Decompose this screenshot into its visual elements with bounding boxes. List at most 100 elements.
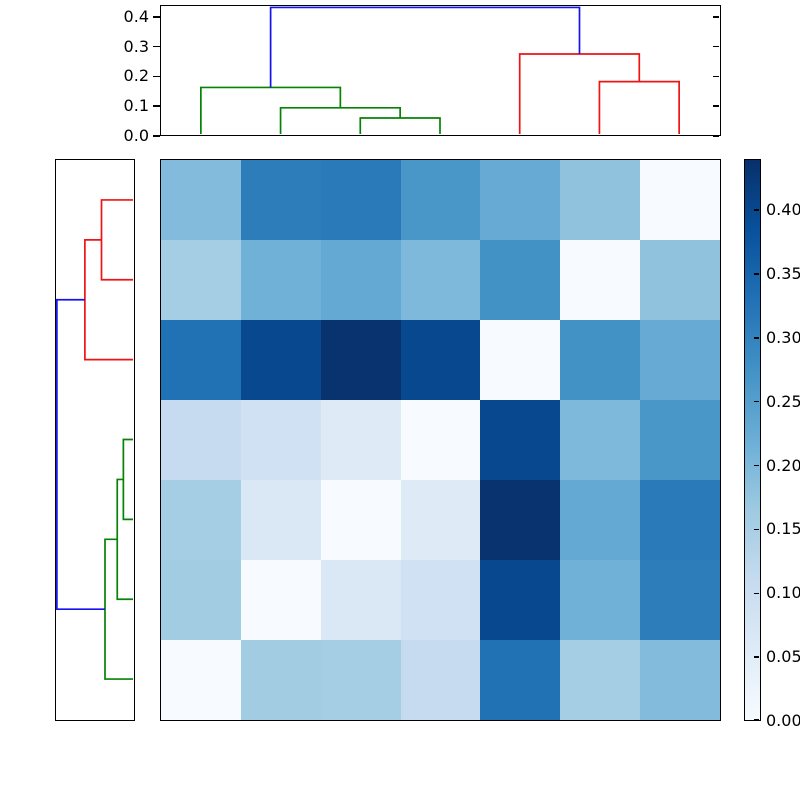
heatmap-cell xyxy=(640,480,720,560)
heatmap-cell xyxy=(640,640,720,720)
colorbar-tick-label: 0.35 xyxy=(766,263,800,283)
y-tick-mark xyxy=(153,75,160,78)
y-tick-label: 0.2 xyxy=(123,66,149,86)
y-tick-mark-right xyxy=(713,135,719,137)
heatmap-cell xyxy=(320,240,401,320)
heatmap-cell xyxy=(240,240,321,320)
heatmap-cell xyxy=(240,160,321,240)
dendrogram-link-green xyxy=(359,117,441,134)
heatmap-cell xyxy=(560,240,641,320)
heatmap-cell xyxy=(400,480,481,560)
distance-matrix-heatmap xyxy=(160,159,721,721)
colorbar xyxy=(744,159,761,721)
colorbar-tick-label: 0.05 xyxy=(766,647,800,667)
dendrogram-link-green xyxy=(104,538,133,680)
heatmap-cell xyxy=(240,560,321,640)
heatmap-cell xyxy=(560,560,641,640)
heatmap-cell xyxy=(480,560,561,640)
left-dendrogram-axes xyxy=(55,159,135,721)
heatmap-cell xyxy=(161,400,241,480)
heatmap-cell xyxy=(560,160,641,240)
dendrogram-link-green xyxy=(200,86,342,134)
heatmap-cell xyxy=(640,320,720,400)
heatmap-cell xyxy=(640,160,720,240)
heatmap-cell xyxy=(640,560,720,640)
heatmap-cell xyxy=(320,560,401,640)
heatmap-cell xyxy=(240,320,321,400)
heatmap-cell xyxy=(560,480,641,560)
y-tick-mark-right xyxy=(713,45,719,48)
colorbar-tick-mark xyxy=(754,400,759,403)
heatmap-cell xyxy=(320,320,401,400)
heatmap-cell xyxy=(400,320,481,400)
heatmap-cell xyxy=(161,480,241,560)
heatmap-cell xyxy=(161,320,241,400)
heatmap-cell xyxy=(480,400,561,480)
heatmap-cell xyxy=(400,640,481,720)
left-dendrogram xyxy=(56,199,133,680)
heatmap-cell xyxy=(480,640,561,720)
colorbar-tick-mark xyxy=(754,337,759,339)
dendrogram-link-red xyxy=(518,53,641,134)
dendrogram-link-red xyxy=(598,80,680,134)
y-tick-mark-right xyxy=(713,16,719,18)
dendrogram-link-blue xyxy=(269,6,581,88)
colorbar-tick-label: 0.30 xyxy=(766,327,800,347)
heatmap-cell xyxy=(400,160,481,240)
heatmap-cell xyxy=(480,160,561,240)
colorbar-tick-mark xyxy=(754,718,759,721)
y-tick-mark xyxy=(153,45,160,48)
heatmap-cell xyxy=(640,400,720,480)
colorbar-tick-label: 0.25 xyxy=(766,391,800,411)
top-dendrogram xyxy=(200,6,680,134)
colorbar-tick-label: 0.00 xyxy=(766,711,800,730)
heatmap-cell xyxy=(161,640,241,720)
heatmap-cell xyxy=(400,560,481,640)
heatmap-cell xyxy=(320,400,401,480)
heatmap-cell xyxy=(320,480,401,560)
top-dendrogram-axes xyxy=(160,5,721,136)
heatmap-cell xyxy=(240,480,321,560)
dendrogram-link-red xyxy=(100,199,133,281)
colorbar-tick-label: 0.10 xyxy=(766,583,800,603)
heatmap-cell xyxy=(161,240,241,320)
heatmap-cell xyxy=(161,160,241,240)
colorbar-tick-mark xyxy=(754,528,759,531)
heatmap-cell xyxy=(400,240,481,320)
heatmap-cell xyxy=(560,320,641,400)
heatmap-cell xyxy=(560,640,641,720)
y-tick-label: 0.4 xyxy=(123,6,149,26)
heatmap-cell xyxy=(240,400,321,480)
heatmap-cell xyxy=(640,240,720,320)
dendrogram-link-green xyxy=(122,438,133,521)
y-tick-label: 0.1 xyxy=(123,96,149,116)
y-tick-mark-right xyxy=(713,75,719,78)
dendrogram-link-green xyxy=(116,478,133,601)
y-tick-mark xyxy=(153,135,160,137)
heatmap-cell xyxy=(480,240,561,320)
heatmap-cell xyxy=(320,160,401,240)
colorbar-tick-label: 0.20 xyxy=(766,455,800,475)
dendrogram-link-green xyxy=(279,106,401,134)
heatmap-cell xyxy=(480,480,561,560)
heatmap-cell xyxy=(240,640,321,720)
dendrogram-link-red xyxy=(84,239,133,361)
heatmap-cell xyxy=(560,400,641,480)
colorbar-tick-label: 0.40 xyxy=(766,200,800,220)
colorbar-tick-mark xyxy=(754,209,759,211)
heatmap-cell xyxy=(480,320,561,400)
heatmap-cell xyxy=(161,560,241,640)
y-tick-mark-right xyxy=(713,105,719,107)
colorbar-tick-mark xyxy=(754,464,759,467)
y-tick-mark xyxy=(153,105,160,107)
y-tick-mark xyxy=(153,16,160,18)
colorbar-tick-mark xyxy=(754,656,759,658)
colorbar-tick-mark xyxy=(754,273,759,275)
heatmap-cell xyxy=(400,400,481,480)
dendrogram-link-blue xyxy=(56,298,105,611)
colorbar-tick-label: 0.15 xyxy=(766,519,800,539)
heatmap-cell xyxy=(320,640,401,720)
y-tick-label: 0.3 xyxy=(123,36,149,56)
y-tick-label: 0.0 xyxy=(123,126,149,145)
